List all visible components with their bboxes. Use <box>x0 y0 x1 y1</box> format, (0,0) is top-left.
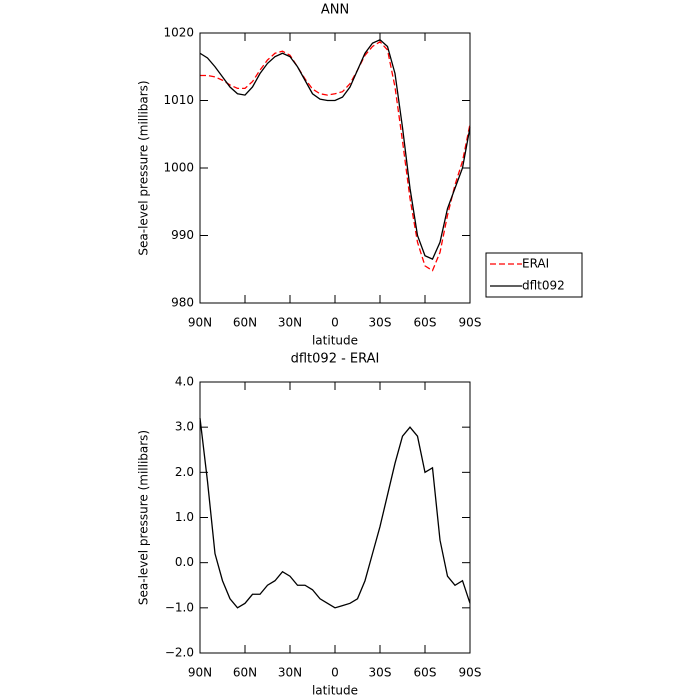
x-tick-label: 90S <box>459 666 482 680</box>
y-tick-label: 0.0 <box>175 555 194 569</box>
y-tick-label: 1020 <box>163 26 194 40</box>
legend-label: ERAI <box>522 257 549 271</box>
legend-box <box>485 252 583 298</box>
y-tick-label: 980 <box>171 296 194 310</box>
chart: ANN latitude Sea-level pressure (millibars… <box>137 3 583 348</box>
x-tick-label: 90N <box>188 666 212 680</box>
legend: ERAI dflt092 <box>485 252 583 298</box>
y-tick-label: 2.0 <box>175 465 194 479</box>
x-axis-label: latitude <box>312 684 358 698</box>
x-tick-label: 30N <box>278 666 302 680</box>
chart: dflt092 - ERAI latitude Sea-level pressure… <box>137 352 482 698</box>
x-tick-label: 60N <box>233 666 257 680</box>
x-axis-label: latitude <box>312 334 358 348</box>
x-tick-label: 60S <box>414 316 437 330</box>
x-tick-label: 0 <box>331 316 339 330</box>
x-tick-label: 30S <box>369 316 392 330</box>
y-axis-label: Sea-level pressure (millibars) <box>137 80 151 255</box>
x-tick-label: 30S <box>369 666 392 680</box>
y-tick-label: 1.0 <box>175 510 194 524</box>
y-tick-label: 990 <box>171 228 194 242</box>
plot-frame <box>199 381 471 654</box>
x-tick-label: 90S <box>459 316 482 330</box>
legend-label: dflt092 <box>522 279 565 293</box>
y-tick-label: 3.0 <box>175 420 194 434</box>
series-line <box>199 38 471 260</box>
x-tick-label: 0 <box>331 666 339 680</box>
y-tick-label: 1010 <box>163 93 194 107</box>
x-tick-label: 30N <box>278 316 302 330</box>
plot-frame <box>199 32 471 304</box>
y-tick-label: −1.0 <box>165 600 194 614</box>
series-line <box>199 418 471 609</box>
x-tick-label: 90N <box>188 316 212 330</box>
y-tick-label: −2.0 <box>165 646 194 660</box>
x-tick-label: 60N <box>233 316 257 330</box>
x-tick-label: 60S <box>414 666 437 680</box>
y-tick-label: 4.0 <box>175 375 194 389</box>
series-line <box>200 40 471 272</box>
chart-title: ANN <box>321 3 349 18</box>
y-tick-label: 1000 <box>163 161 194 175</box>
chart-title: dflt092 - ERAI <box>291 352 380 367</box>
y-axis-label: Sea-level pressure (millibars) <box>137 430 151 605</box>
